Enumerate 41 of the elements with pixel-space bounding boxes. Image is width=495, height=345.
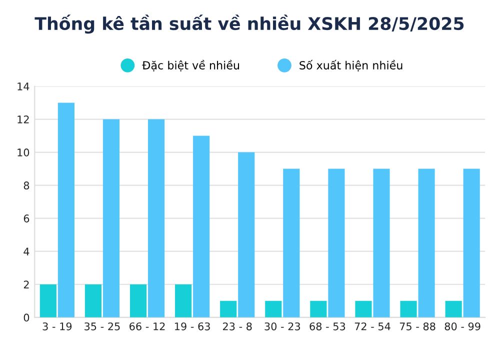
y-tick-label: 10 [18,148,30,156]
bar [355,300,372,318]
bar [418,168,435,318]
bar [400,300,417,318]
bar [220,300,237,318]
chart-title: Thống kê tần suất về nhiều XSKH 28/5/2025 [34,14,464,34]
x-tick-label: 23 - 8 [222,322,252,330]
x-tick-label: 68 - 53 [310,322,346,330]
bar [148,119,165,318]
y-tick-label: 2 [24,280,29,288]
y-tick-label: 6 [24,214,30,222]
legend-label: Số xuất hiện nhiều [300,60,402,72]
bar [40,284,56,318]
bar [238,152,255,318]
bar [193,136,210,318]
bar [445,300,462,318]
bar [373,168,390,318]
bar [84,284,102,318]
x-tick-label: 19 - 63 [175,322,210,330]
legend-label: Đặc biệt về nhiều [142,60,240,72]
x-tick-label: 30 - 23 [264,322,300,330]
bar [102,119,120,318]
y-tick-label: 4 [24,248,30,256]
x-tick-label: 75 - 88 [400,322,436,330]
x-tick-label: 3 - 19 [42,322,72,330]
bar [175,284,192,318]
bar [58,102,74,318]
x-tick-label: 72 - 54 [354,322,390,330]
bar [283,168,300,318]
bar [130,284,147,318]
bar [310,300,327,318]
y-tick-label: 14 [18,82,30,90]
y-tick-label: 8 [24,182,30,190]
y-tick-label: 12 [18,116,29,124]
y-tick-label: 0 [24,314,30,322]
bar [265,300,282,318]
x-tick-label: 80 - 99 [444,322,480,330]
bar [463,168,480,318]
x-tick-label: 66 - 12 [130,322,165,330]
x-tick-label: 35 - 25 [84,322,120,330]
bar [328,168,345,318]
